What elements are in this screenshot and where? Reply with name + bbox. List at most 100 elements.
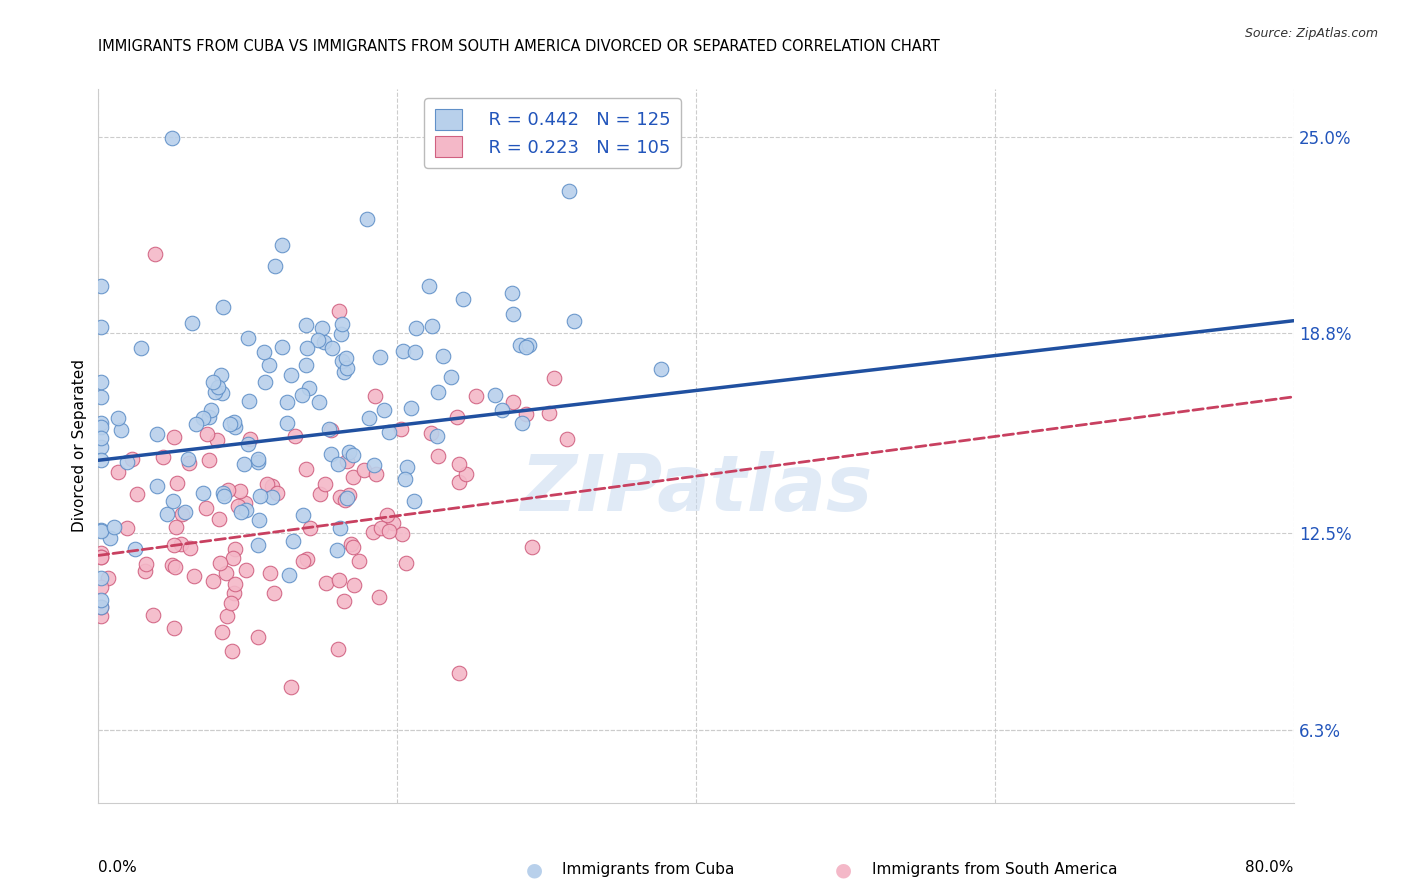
Point [236,331,259,345]
Point [217,483,239,497]
Point [117,455,139,469]
Point [330,317,353,331]
Point [97,571,120,585]
Point [134,565,156,579]
Point [330,354,353,368]
Point [90,416,112,430]
Text: ●: ● [526,860,543,880]
Point [337,445,360,459]
Point [224,542,246,557]
Point [224,577,246,591]
Point [340,537,363,551]
Point [249,489,271,503]
Point [276,416,298,430]
Point [103,520,125,534]
Point [219,596,242,610]
Point [247,631,270,645]
Point [395,556,418,570]
Point [650,361,672,376]
Text: 0.0%: 0.0% [98,860,138,875]
Point [233,496,256,510]
Point [449,665,471,680]
Point [256,476,278,491]
Point [259,566,281,581]
Point [361,524,384,539]
Point [291,388,314,402]
Point [224,586,246,600]
Point [270,340,292,354]
Point [160,130,183,145]
Point [163,538,186,552]
Point [326,542,349,557]
Point [222,415,245,429]
Point [162,430,184,444]
Point [179,541,201,555]
Point [404,345,426,359]
Point [205,433,228,447]
Point [146,426,169,441]
Point [419,425,441,440]
Point [270,237,292,252]
Legend:   R = 0.442   N = 125,   R = 0.223   N = 105: R = 0.442 N = 125, R = 0.223 N = 105 [425,98,681,168]
Point [236,437,259,451]
Point [191,410,214,425]
Point [333,493,356,508]
Point [356,211,378,226]
Point [90,524,112,538]
Point [280,368,302,383]
Point [537,406,560,420]
Point [90,430,112,444]
Point [200,403,222,417]
Point [212,301,235,315]
Point [318,422,340,436]
Point [319,423,342,437]
Point [337,488,360,502]
Point [211,386,233,401]
Point [308,395,330,409]
Point [294,358,316,372]
Point [309,486,332,500]
Point [315,576,337,591]
Point [121,452,143,467]
Point [160,558,183,573]
Point [389,421,412,435]
Point [291,554,314,568]
Point [98,531,121,545]
Point [517,338,540,352]
Point [543,371,565,385]
Point [426,429,449,443]
Point [146,479,169,493]
Point [212,489,235,503]
Point [266,485,288,500]
Point [253,376,276,390]
Point [179,456,201,470]
Point [107,465,129,479]
Point [359,410,381,425]
Point [280,680,302,694]
Point [307,334,329,348]
Point [198,453,221,467]
Point [224,419,246,434]
Point [235,503,257,517]
Point [212,486,235,500]
Point [207,380,229,394]
Point [90,390,112,404]
Point [163,621,186,635]
Point [228,499,250,513]
Point [295,551,318,566]
Point [277,568,299,582]
Point [342,540,364,554]
Point [156,507,179,521]
Point [368,591,391,605]
Point [392,343,415,358]
Point [264,259,287,273]
Point [229,483,252,498]
Point [204,384,226,399]
Point [90,375,112,389]
Point [378,524,401,539]
Point [284,429,307,443]
Point [90,320,112,334]
Point [502,395,524,409]
Point [180,317,202,331]
Point [90,420,112,434]
